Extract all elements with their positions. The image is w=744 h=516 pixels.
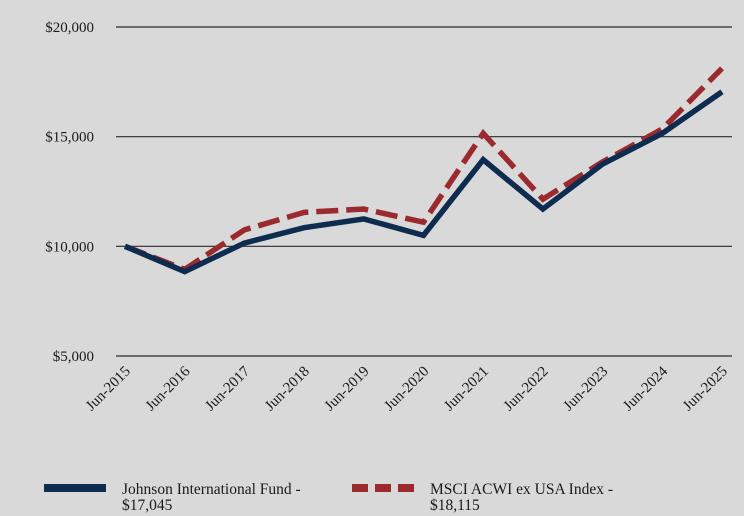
chart-legend: Johnson International Fund - $17,045 MSC… bbox=[0, 478, 744, 516]
x-tick-label: Jun-2017 bbox=[202, 363, 253, 414]
series-line-fund bbox=[123, 89, 724, 275]
y-tick-label: $5,000 bbox=[53, 349, 94, 365]
x-tick-label: Jun-2016 bbox=[143, 363, 194, 414]
y-axis-ticks: $5,000 $10,000 $15,000 $20,000 bbox=[45, 20, 94, 365]
x-tick-label: Jun-2018 bbox=[262, 364, 313, 415]
x-tick-label: Jun-2023 bbox=[561, 364, 612, 415]
x-tick-label: Jun-2021 bbox=[441, 364, 492, 415]
legend-swatch-fund bbox=[44, 484, 106, 492]
x-tick-label: Jun-2015 bbox=[83, 364, 134, 415]
x-tick-label: Jun-2024 bbox=[620, 363, 671, 414]
legend-index-line1: MSCI ACWI ex USA Index - bbox=[430, 481, 613, 498]
x-axis-ticks: Jun-2015 Jun-2016 Jun-2017 Jun-2018 Jun-2019… bbox=[83, 363, 731, 414]
y-tick-label: $20,000 bbox=[45, 20, 94, 36]
x-tick-label: Jun-2019 bbox=[322, 364, 373, 415]
series-lines bbox=[123, 66, 724, 275]
series-line-index bbox=[124, 66, 724, 273]
y-tick-label: $15,000 bbox=[45, 130, 94, 146]
legend-swatch-index bbox=[352, 484, 414, 492]
legend-fund-line2: $17,045 bbox=[122, 497, 173, 514]
legend-fund-line1: Johnson International Fund - bbox=[122, 481, 301, 498]
grid-lines bbox=[116, 26, 732, 357]
line-chart: $5,000$10,000$15,000$20,000 Jun-2015 Jun-… bbox=[45, 20, 732, 414]
legend-label-fund: Johnson International Fund - $17,045 bbox=[122, 482, 352, 514]
x-tick-label: Jun-2022 bbox=[501, 364, 552, 415]
legend-index-line2: $18,115 bbox=[430, 497, 480, 514]
y-tick-label: $10,000 bbox=[45, 239, 94, 255]
x-tick-label: Jun-2025 bbox=[680, 364, 731, 415]
x-tick-label: Jun-2020 bbox=[382, 364, 433, 415]
legend-label-index: MSCI ACWI ex USA Index - $18,115 bbox=[430, 482, 660, 514]
